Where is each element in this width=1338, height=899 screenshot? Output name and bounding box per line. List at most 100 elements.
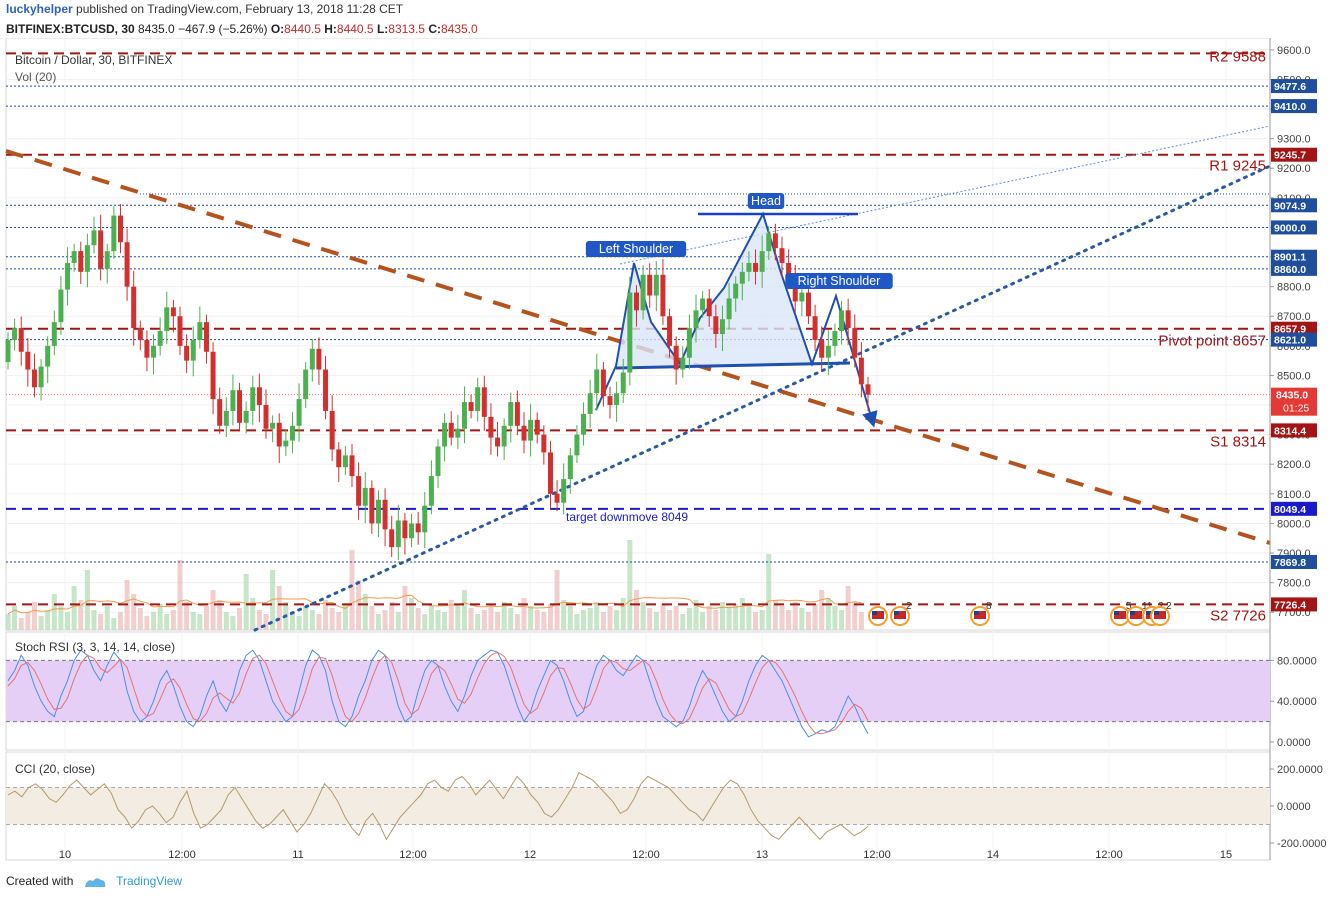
- volume-bar: [144, 616, 150, 630]
- volume-bar: [177, 560, 183, 630]
- candle-body: [157, 331, 163, 346]
- candle-body: [713, 316, 719, 334]
- volume-bar: [203, 606, 209, 630]
- last-price: 8435.0: [138, 22, 175, 36]
- volume-bar: [567, 606, 573, 630]
- volume-bar: [501, 602, 507, 630]
- level-axis-tag: [1271, 423, 1317, 438]
- event-count: 2: [906, 601, 912, 612]
- level-axis-tag: [1271, 99, 1317, 114]
- candle-body: [164, 307, 170, 332]
- volume-bar: [455, 604, 461, 630]
- candle-body: [627, 292, 633, 373]
- volume-bar: [845, 586, 851, 630]
- volume-bar: [409, 598, 415, 630]
- candle-body: [124, 242, 130, 287]
- author-name[interactable]: luckyhelper: [6, 2, 73, 16]
- candle-body: [475, 387, 481, 411]
- volume-bar: [296, 616, 302, 630]
- candle-body: [111, 215, 117, 252]
- volume-bar: [832, 606, 838, 630]
- volume-bar: [289, 612, 295, 630]
- volume-bar: [700, 612, 706, 630]
- candle-body: [521, 425, 527, 441]
- volume-bar: [362, 594, 368, 630]
- us-flag-canton-icon: [1114, 611, 1119, 615]
- volume-bar: [250, 598, 256, 630]
- candle-body: [567, 455, 573, 480]
- level-label: R1 9245: [1209, 158, 1266, 175]
- x-tick-label: 11: [292, 849, 303, 861]
- x-tick-label: 15: [1220, 849, 1232, 861]
- cci-line: [7, 772, 869, 841]
- volume-bar: [71, 586, 77, 630]
- candle-body: [839, 310, 845, 332]
- head-label-text: Head: [751, 194, 781, 208]
- level-axis-tag: [1271, 332, 1317, 347]
- x-tick-label: 13: [756, 849, 768, 861]
- candle-body: [342, 455, 348, 468]
- candle-body: [633, 292, 639, 311]
- volume-bar: [839, 610, 845, 630]
- candle-body: [415, 523, 421, 533]
- x-tick-label: 14: [987, 849, 999, 861]
- candle-body: [65, 262, 71, 290]
- candle-body: [296, 399, 302, 426]
- volume-bar: [223, 612, 229, 630]
- candle-body: [799, 292, 805, 302]
- level-label: R2 9588: [1209, 48, 1266, 65]
- candle-body: [190, 339, 196, 361]
- head-label: [747, 193, 785, 209]
- candle-body: [184, 345, 190, 361]
- candle-body: [151, 345, 157, 358]
- y-tick-label: 8200.0: [1277, 459, 1311, 471]
- ascending-trendline: [253, 164, 1272, 632]
- volume-bar: [792, 602, 798, 630]
- tradingview-link[interactable]: TradingView: [116, 874, 183, 888]
- us-flag-canton-icon: [1154, 611, 1159, 615]
- volume-bar: [78, 600, 84, 630]
- candle-body: [210, 351, 216, 400]
- candle-body: [845, 310, 851, 329]
- candle-body: [534, 419, 540, 435]
- candle-body: [640, 274, 646, 311]
- volume-bar: [5, 614, 11, 630]
- volume-bar: [514, 614, 520, 630]
- open-value: 8440.5: [284, 22, 321, 36]
- volume-bar: [528, 606, 534, 630]
- candle-body: [554, 493, 560, 503]
- candle-body: [104, 251, 110, 269]
- candle-body: [528, 419, 534, 441]
- volume-bar: [554, 570, 560, 630]
- stoch-tick-label: 80.0000: [1277, 655, 1317, 667]
- candle-body: [117, 215, 123, 243]
- volume-bar: [323, 600, 329, 630]
- candle-body: [71, 251, 77, 263]
- candle-body: [693, 310, 699, 329]
- candle-body: [223, 410, 229, 426]
- candle-body: [137, 328, 143, 340]
- x-tick-label: 12:00: [863, 849, 891, 861]
- high-value: 8440.5: [336, 22, 374, 36]
- volume-bar: [151, 612, 157, 630]
- volume-bar: [858, 612, 864, 630]
- candle-body: [263, 405, 269, 429]
- level-axis-tag: [1271, 147, 1317, 162]
- candle-body: [805, 292, 811, 317]
- volume-bar: [647, 608, 653, 630]
- stoch-tick-label: 40.0000: [1277, 696, 1317, 708]
- volume-bar: [706, 606, 712, 630]
- x-tick-label: 12: [524, 849, 536, 861]
- candle-body: [719, 319, 725, 334]
- price-chart[interactable]: R2 9588 R1 9245 Pivot point 8657 S1 8314 tar…: [0, 38, 1338, 868]
- candle-body: [488, 416, 494, 438]
- candle-body: [276, 422, 282, 447]
- candle-body: [766, 233, 772, 252]
- us-flag-canton-icon: [1130, 611, 1135, 615]
- volume-bar: [660, 604, 666, 630]
- volume-bar: [799, 608, 805, 630]
- volume-bar: [508, 608, 514, 630]
- level-label: target downmove 8049: [566, 510, 688, 524]
- volume-bar: [719, 602, 725, 630]
- left-shoulder-label-text: Left Shoulder: [599, 242, 673, 256]
